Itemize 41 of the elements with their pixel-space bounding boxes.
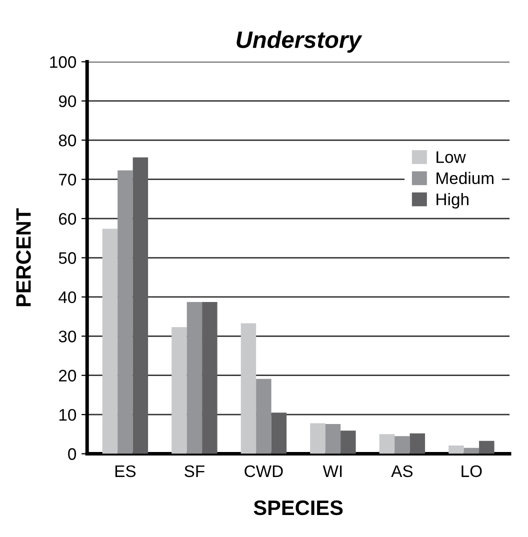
bar bbox=[448, 446, 464, 454]
bar bbox=[202, 302, 218, 454]
legend-label: Low bbox=[436, 151, 466, 163]
y-tick-label: 30 bbox=[58, 330, 76, 342]
bar bbox=[410, 433, 426, 454]
bar bbox=[172, 327, 187, 454]
y-tick-label: 90 bbox=[58, 95, 76, 108]
bar bbox=[340, 430, 356, 454]
bar bbox=[118, 170, 133, 454]
y-tick-label: 50 bbox=[58, 252, 76, 264]
legend-label: Medium bbox=[436, 172, 494, 184]
y-tick-label: 100 bbox=[50, 56, 76, 68]
y-tick-label: 60 bbox=[59, 212, 76, 225]
chart-title: Understory bbox=[236, 30, 362, 53]
y-tick-label: 0 bbox=[68, 448, 76, 460]
x-tick-label: SF bbox=[184, 465, 204, 478]
x-tick-label: CWD bbox=[244, 465, 283, 478]
x-tick-label: AS bbox=[391, 465, 413, 478]
legend-label: High bbox=[436, 193, 468, 209]
y-axis-title: PERCENT bbox=[16, 208, 31, 306]
y-tick-label: 70 bbox=[59, 174, 76, 186]
y-tick-label: 80 bbox=[58, 134, 76, 146]
bar bbox=[240, 323, 256, 454]
y-tick-label: 20 bbox=[59, 370, 76, 382]
bar bbox=[310, 423, 326, 454]
x-tick-label: LO bbox=[462, 465, 482, 478]
bar bbox=[325, 424, 341, 454]
x-axis-title: SPECIES bbox=[254, 500, 343, 516]
bar bbox=[394, 436, 410, 454]
x-tick-label: ES bbox=[115, 465, 136, 478]
bar bbox=[256, 378, 272, 454]
bar bbox=[271, 412, 287, 454]
y-tick-label: 40 bbox=[58, 291, 76, 304]
bar bbox=[132, 157, 148, 454]
x-tick-label: WI bbox=[322, 465, 342, 477]
bar bbox=[102, 228, 118, 454]
bar bbox=[464, 448, 480, 454]
bar bbox=[186, 302, 202, 454]
bar bbox=[479, 440, 494, 454]
bar bbox=[379, 434, 395, 454]
y-tick-label: 10 bbox=[59, 408, 76, 421]
